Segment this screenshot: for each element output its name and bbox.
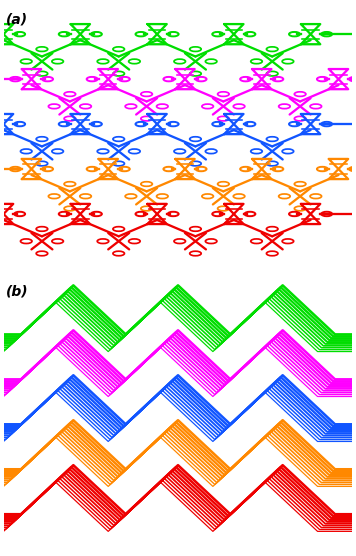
Text: (b): (b) (6, 285, 29, 299)
Text: (a): (a) (6, 12, 28, 26)
